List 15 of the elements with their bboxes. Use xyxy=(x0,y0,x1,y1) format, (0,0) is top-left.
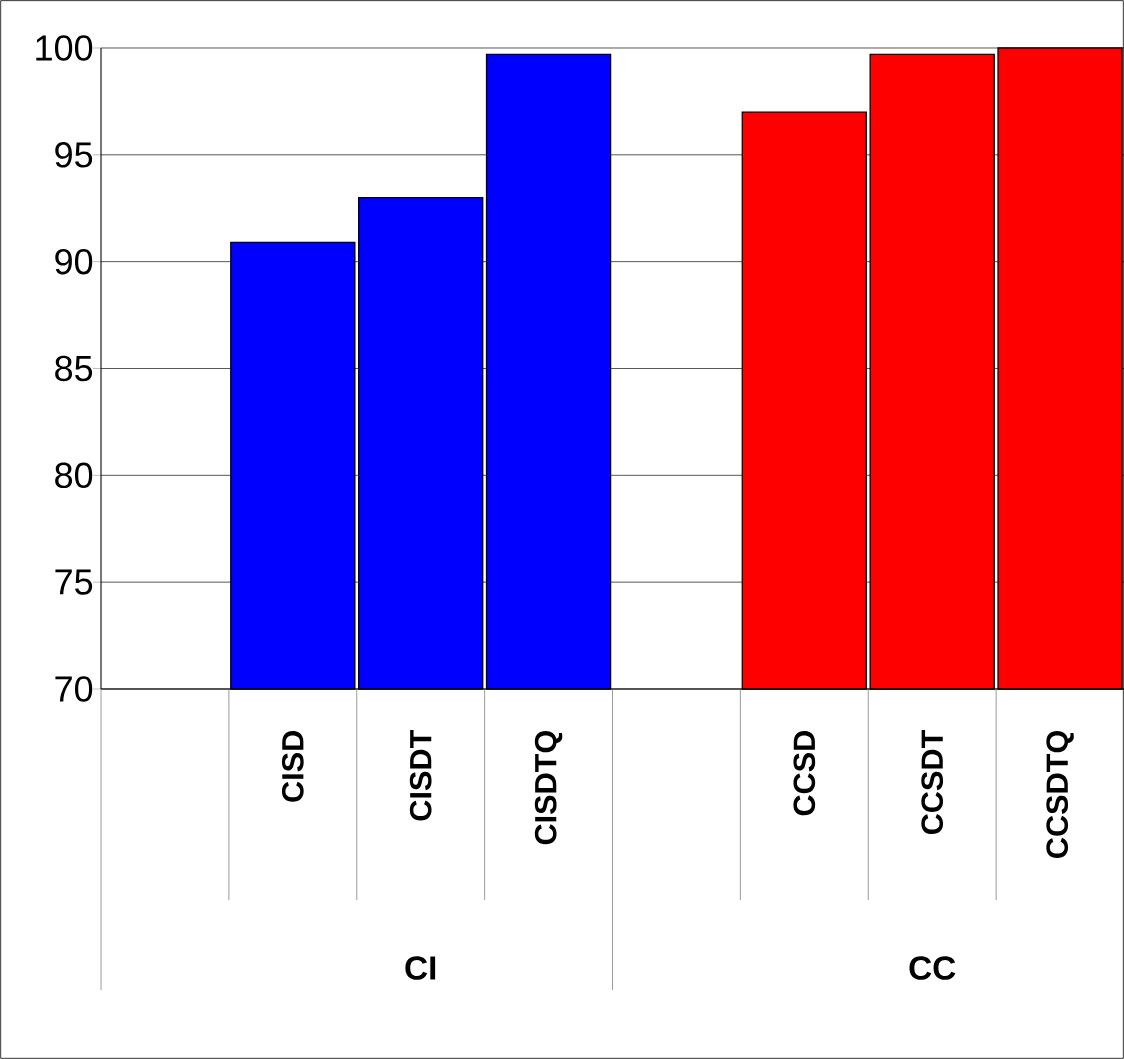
y-tick-label: 90 xyxy=(55,248,93,275)
x-tick-label: CISDT xyxy=(409,730,432,821)
y-tick-label: 80 xyxy=(55,462,93,489)
x-tick-label: CCSDT xyxy=(921,730,944,835)
y-tick-label: 70 xyxy=(55,676,93,702)
x-tick-label: CCSDTQ xyxy=(1046,731,1074,858)
y-tick-label: 100 xyxy=(36,35,93,61)
y-tick-label: 85 xyxy=(55,355,93,382)
x-tick-label: CISDTQ xyxy=(534,730,563,845)
text: CI xyxy=(405,956,436,980)
x-tick-label: CISD xyxy=(281,730,304,802)
x-tick-label: CCSD xyxy=(793,730,816,816)
text: CC xyxy=(909,956,956,980)
y-tick-label: 75 xyxy=(55,569,93,595)
y-tick-label: 95 xyxy=(55,142,93,168)
